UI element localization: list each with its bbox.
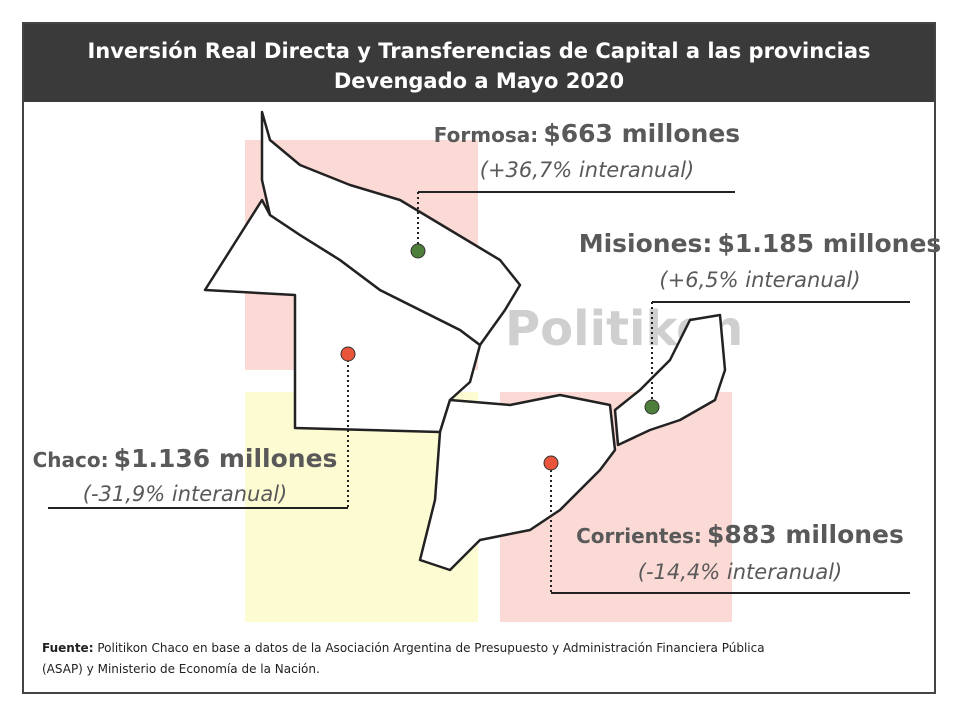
province-label: Chaco: $1.136 millones (33, 444, 338, 473)
province-label: Misiones: $1.185 millones (579, 229, 942, 258)
province-dot (644, 399, 660, 415)
province-amount: $1.136 millones (114, 444, 338, 473)
source-text: Politikon Chaco en base a datos de la As… (97, 641, 764, 655)
province-dot (410, 243, 426, 259)
province-change: (+6,5% interanual) (659, 268, 860, 292)
source-label: Fuente: (42, 641, 94, 655)
province-change: (-14,4% interanual) (638, 560, 842, 584)
province-change: (+36,7% interanual) (480, 158, 695, 182)
province-corrientes (418, 393, 617, 572)
province-amount: $663 millones (543, 119, 740, 148)
frame (22, 22, 936, 694)
province-misiones (613, 313, 727, 447)
province-name: Formosa: (434, 123, 538, 147)
province-amount: $1.185 millones (718, 229, 942, 258)
province-formosa (260, 110, 522, 347)
province-name: Chaco: (33, 448, 109, 472)
title-line: Inversión Real Directa y Transferencias … (87, 39, 870, 63)
source-line: (ASAP) y Ministerio de Economía de la Na… (42, 662, 320, 676)
province-name: Corrientes: (576, 524, 702, 548)
province-label: Formosa: $663 millones (434, 119, 740, 148)
province-name: Misiones: (579, 229, 713, 258)
header-bar (24, 24, 934, 102)
province-change: (-31,9% interanual) (83, 482, 287, 506)
province-dot (543, 455, 559, 471)
province-amount: $883 millones (707, 520, 904, 549)
title-line: Devengado a Mayo 2020 (334, 69, 624, 93)
province-dot (340, 346, 356, 362)
province-label: Corrientes: $883 millones (576, 520, 904, 549)
source-line: Fuente: Politikon Chaco en base a datos … (42, 641, 765, 655)
